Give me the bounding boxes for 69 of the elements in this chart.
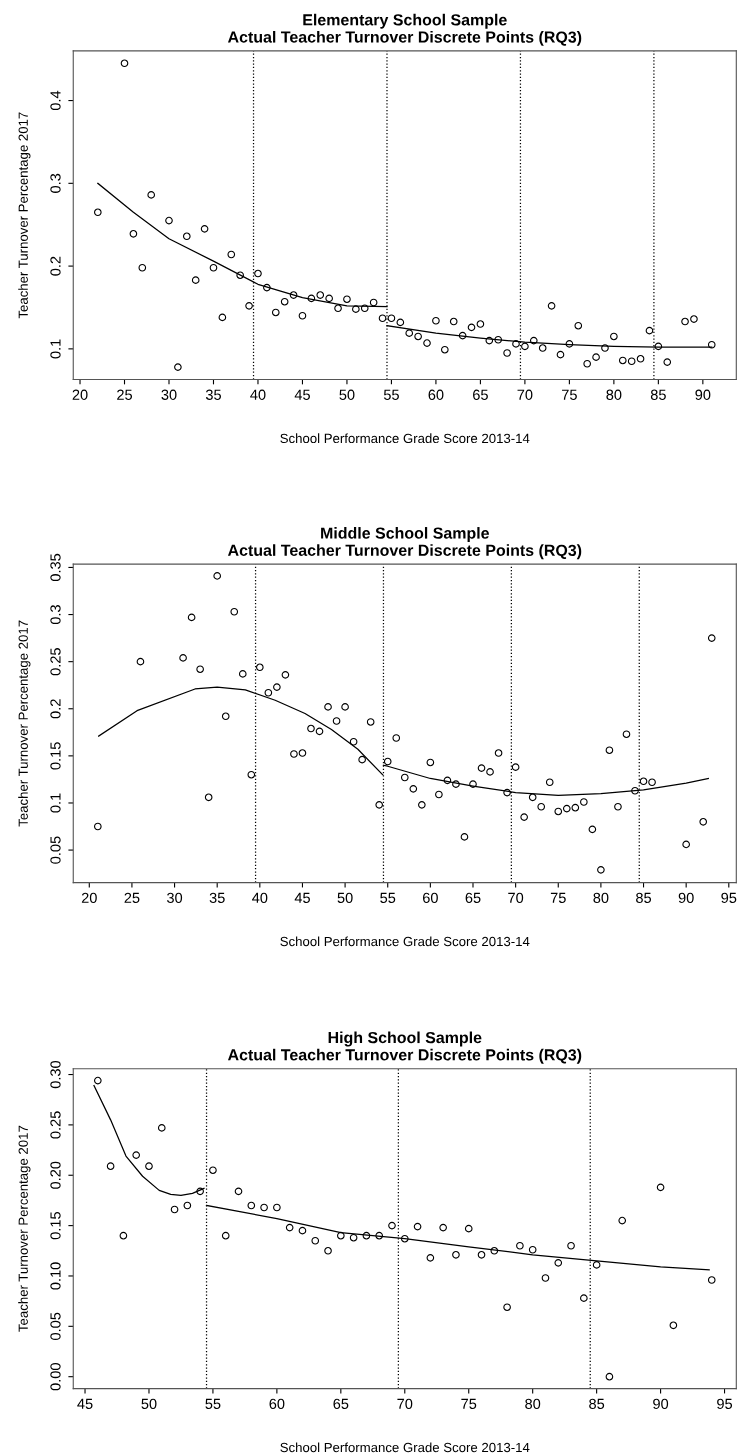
x-tick-label: 95 — [717, 1398, 733, 1409]
x-tick-label: 25 — [117, 389, 133, 400]
x-tick-label: 70 — [517, 389, 533, 400]
y-tick-label: 0.3 — [50, 605, 61, 625]
x-tick-label: 65 — [473, 389, 488, 400]
x-tick-label: 80 — [525, 1398, 541, 1409]
x-tick-label: 85 — [589, 1398, 605, 1409]
y-tick-label: 0.2 — [50, 256, 61, 276]
x-tick-label: 40 — [252, 892, 268, 904]
y-tick-label: 0.1 — [50, 339, 61, 359]
y-axis-title: Teacher Turnover Percentage 2017 — [18, 1125, 31, 1332]
x-tick-label: 35 — [205, 389, 221, 400]
y-tick-label: 0.3 — [50, 173, 61, 193]
x-axis-title: School Performance Grade Score 2013-14 — [280, 433, 530, 444]
y-axis-title: Teacher Turnover Percentage 2017 — [18, 112, 31, 319]
y-tick-label: 0.15 — [50, 742, 61, 770]
x-tick-label: 60 — [269, 1398, 285, 1409]
x-tick-label: 70 — [397, 1398, 413, 1409]
x-tick-label: 50 — [339, 389, 355, 400]
y-tick-label: 0.35 — [50, 553, 61, 582]
y-tick-label: 0.05 — [50, 1312, 61, 1340]
x-tick-label: 30 — [167, 892, 183, 904]
y-tick-label: 0.30 — [50, 1060, 61, 1089]
x-tick-label: 25 — [124, 892, 140, 904]
chart-title: Elementary School Sample Actual Teacher Turnover Discrete Points (RQ3) — [227, 13, 582, 46]
x-tick-label: 50 — [337, 892, 353, 904]
x-tick-label: 55 — [383, 389, 399, 400]
y-tick-label: 0.05 — [50, 836, 61, 864]
y-tick-label: 0.20 — [50, 1161, 61, 1189]
y-tick-label: 0.4 — [50, 90, 61, 111]
x-tick-label: 60 — [428, 389, 444, 400]
x-axis-title: School Performance Grade Score 2013-14 — [280, 936, 530, 947]
x-tick-label: 60 — [422, 892, 438, 904]
y-tick-label: 0.1 — [50, 793, 61, 813]
y-tick-label: 0.25 — [50, 1111, 61, 1139]
y-tick-label: 0.15 — [50, 1212, 61, 1240]
chart-title: High School Sample Actual Teacher Turnover Discrete Points (RQ3) — [227, 1031, 582, 1064]
x-tick-label: 75 — [562, 389, 577, 400]
y-tick-label: 0.2 — [50, 699, 61, 719]
x-tick-label: 65 — [465, 892, 481, 904]
x-tick-label: 70 — [508, 892, 524, 904]
x-tick-label: 35 — [209, 892, 225, 904]
x-tick-label: 75 — [550, 892, 566, 904]
x-tick-label: 45 — [294, 389, 310, 400]
chart-title: Middle School Sample Actual Teacher Turnover Discrete Points (RQ3) — [227, 527, 582, 560]
x-tick-label: 55 — [205, 1398, 221, 1409]
y-tick-label: 0.00 — [50, 1363, 61, 1391]
x-tick-label: 45 — [294, 892, 310, 904]
x-tick-label: 55 — [380, 892, 396, 904]
x-tick-label: 40 — [250, 389, 266, 400]
x-tick-label: 50 — [141, 1398, 157, 1409]
x-tick-label: 45 — [77, 1398, 93, 1409]
x-tick-label: 95 — [721, 892, 737, 904]
x-tick-label: 90 — [678, 892, 694, 904]
y-axis-title: Teacher Turnover Percentage 2017 — [18, 620, 31, 827]
y-tick-label: 0.10 — [50, 1262, 61, 1290]
x-tick-label: 65 — [333, 1398, 349, 1409]
x-tick-label: 80 — [593, 892, 609, 904]
x-tick-label: 90 — [653, 1398, 669, 1409]
y-tick-label: 0.25 — [50, 648, 61, 676]
x-axis-title: School Performance Grade Score 2013-14 — [280, 1442, 530, 1453]
x-tick-label: 90 — [695, 389, 711, 400]
x-tick-label: 20 — [81, 892, 97, 904]
x-tick-label: 30 — [161, 389, 177, 400]
x-tick-label: 80 — [606, 389, 622, 400]
x-tick-label: 20 — [72, 389, 88, 400]
x-tick-label: 85 — [650, 389, 666, 400]
x-tick-label: 75 — [461, 1398, 477, 1409]
x-tick-label: 85 — [636, 892, 652, 904]
